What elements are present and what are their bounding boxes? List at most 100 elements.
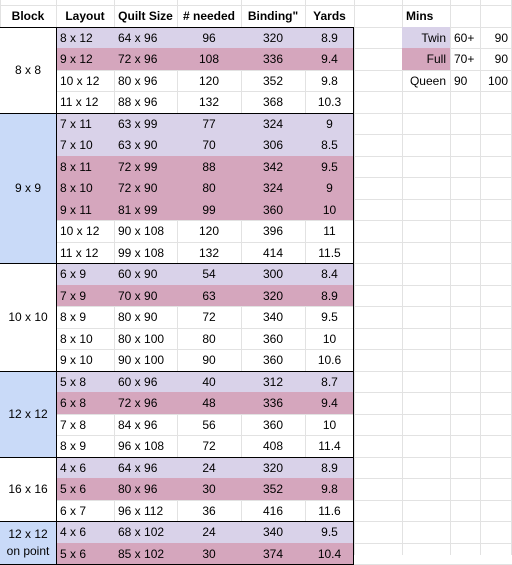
row-gridline bbox=[0, 220, 512, 221]
needed-cell: 77 bbox=[177, 113, 241, 134]
layout-cell: 4 x 6 bbox=[56, 521, 114, 543]
binding-cell: 360 bbox=[262, 353, 284, 367]
binding-cell: 416 bbox=[262, 503, 284, 518]
yards-cell: 8.7 bbox=[305, 371, 354, 392]
yards-cell: 11.5 bbox=[318, 245, 341, 260]
layout-cell: 8 x 10 bbox=[56, 177, 114, 199]
quilt-size-cell: 72 x 90 bbox=[114, 177, 177, 199]
quilt-size-cell: 60 x 96 bbox=[114, 371, 177, 392]
binding-cell: 352 bbox=[262, 73, 284, 88]
binding-cell: 324 bbox=[241, 177, 305, 199]
block-size-cell: 9 x 9 bbox=[0, 113, 56, 263]
needed-cell: 54 bbox=[177, 263, 241, 285]
mins-low-cell: 70+ bbox=[454, 52, 475, 66]
block-size-cell: 12 x 12 on point bbox=[0, 521, 56, 564]
binding-cell: 336 bbox=[241, 48, 305, 70]
quilt-size-cell: 72 x 99 bbox=[114, 156, 177, 177]
needed-cell: 120 bbox=[198, 73, 220, 88]
needed-cell: 132 bbox=[198, 95, 220, 109]
layout-cell: 7 x 9 bbox=[56, 285, 114, 306]
binding-cell: 320 bbox=[241, 27, 305, 48]
header-quilt-size: Quilt Size bbox=[118, 9, 173, 23]
yards-cell: 8.9 bbox=[305, 457, 354, 478]
mins-low-cell: 90 bbox=[454, 73, 468, 88]
yards-cell: 8.5 bbox=[305, 134, 354, 156]
yards-cell: 9.5 bbox=[321, 310, 338, 324]
table-border bbox=[0, 457, 354, 458]
header-layout: Layout bbox=[65, 9, 105, 23]
layout-cell: 5 x 6 bbox=[56, 543, 114, 564]
layout-cell: 5 x 8 bbox=[56, 371, 114, 392]
yards-cell: 9.4 bbox=[305, 48, 354, 70]
layout-cell: 10 x 12 bbox=[60, 224, 100, 238]
quilt-size-cell: 96 x 108 bbox=[118, 439, 165, 453]
quilt-size-cell: 90 x 108 bbox=[118, 224, 165, 238]
header-needed: # needed bbox=[182, 9, 236, 23]
table-border bbox=[353, 27, 354, 564]
binding-cell: 374 bbox=[241, 543, 305, 564]
yards-cell: 9.5 bbox=[305, 156, 354, 177]
quilt-size-cell: 64 x 96 bbox=[114, 27, 177, 48]
row-gridline bbox=[0, 70, 512, 71]
row-gridline bbox=[0, 328, 512, 329]
mins-title: Mins bbox=[406, 9, 434, 23]
mins-label-cell: Full bbox=[402, 48, 450, 70]
yards-cell: 8.4 bbox=[305, 263, 354, 285]
needed-cell: 120 bbox=[198, 224, 220, 238]
table-border bbox=[0, 371, 354, 372]
quilt-size-cell: 84 x 96 bbox=[118, 417, 158, 432]
quilt-size-cell: 64 x 96 bbox=[114, 457, 177, 478]
quilt-size-cell: 90 x 100 bbox=[118, 353, 165, 367]
column-gridline bbox=[450, 0, 451, 555]
needed-cell: 56 bbox=[202, 417, 216, 432]
binding-cell: 352 bbox=[241, 478, 305, 500]
mins-high-cell: 90 bbox=[494, 30, 508, 45]
needed-cell: 96 bbox=[177, 27, 241, 48]
block-size-cell: 10 x 10 bbox=[0, 263, 56, 371]
yards-cell: 9.4 bbox=[305, 392, 354, 414]
quilt-size-cell: 63 x 90 bbox=[114, 134, 177, 156]
layout-cell: 9 x 11 bbox=[56, 199, 114, 220]
yards-cell: 10.4 bbox=[305, 543, 354, 564]
needed-cell: 48 bbox=[177, 392, 241, 414]
quilt-size-cell: 72 x 96 bbox=[114, 48, 177, 70]
quilt-size-cell: 72 x 96 bbox=[114, 392, 177, 414]
needed-cell: 99 bbox=[177, 199, 241, 220]
row-gridline bbox=[0, 349, 512, 350]
row-gridline bbox=[0, 306, 512, 307]
block-size-cell: 8 x 8 bbox=[0, 27, 56, 113]
layout-cell: 10 x 12 bbox=[60, 73, 100, 88]
needed-cell: 36 bbox=[202, 503, 216, 518]
mins-low-cell: 60+ bbox=[454, 30, 475, 45]
yards-cell: 8.9 bbox=[305, 27, 354, 48]
table-border bbox=[0, 113, 354, 114]
layout-cell: 9 x 12 bbox=[56, 48, 114, 70]
table-border bbox=[0, 521, 354, 522]
binding-cell: 360 bbox=[262, 417, 284, 432]
table-border bbox=[0, 263, 354, 264]
needed-cell: 80 bbox=[202, 331, 216, 346]
layout-cell: 7 x 11 bbox=[56, 113, 114, 134]
yards-cell: 11.4 bbox=[318, 439, 341, 453]
layout-cell: 8 x 10 bbox=[60, 331, 93, 346]
layout-cell: 5 x 6 bbox=[56, 478, 114, 500]
binding-cell: 360 bbox=[262, 331, 284, 346]
binding-cell: 300 bbox=[241, 263, 305, 285]
mins-high-cell: 90 bbox=[494, 52, 508, 66]
quilt-size-cell: 70 x 90 bbox=[114, 285, 177, 306]
needed-cell: 72 bbox=[202, 439, 216, 453]
mins-label-cell: Twin bbox=[402, 27, 450, 48]
column-gridline bbox=[480, 0, 481, 555]
header-yards: Yards bbox=[313, 9, 346, 23]
quilt-size-cell: 63 x 99 bbox=[114, 113, 177, 134]
yards-cell: 8.9 bbox=[305, 285, 354, 306]
yards-cell: 9.8 bbox=[321, 73, 338, 88]
quilt-size-cell: 96 x 112 bbox=[118, 503, 164, 518]
needed-cell: 40 bbox=[177, 371, 241, 392]
layout-cell: 8 x 9 bbox=[60, 310, 87, 324]
needed-cell: 132 bbox=[198, 245, 220, 260]
needed-cell: 30 bbox=[177, 543, 241, 564]
needed-cell: 90 bbox=[202, 353, 216, 367]
needed-cell: 108 bbox=[177, 48, 241, 70]
block-size-cell: 16 x 16 bbox=[0, 457, 56, 521]
